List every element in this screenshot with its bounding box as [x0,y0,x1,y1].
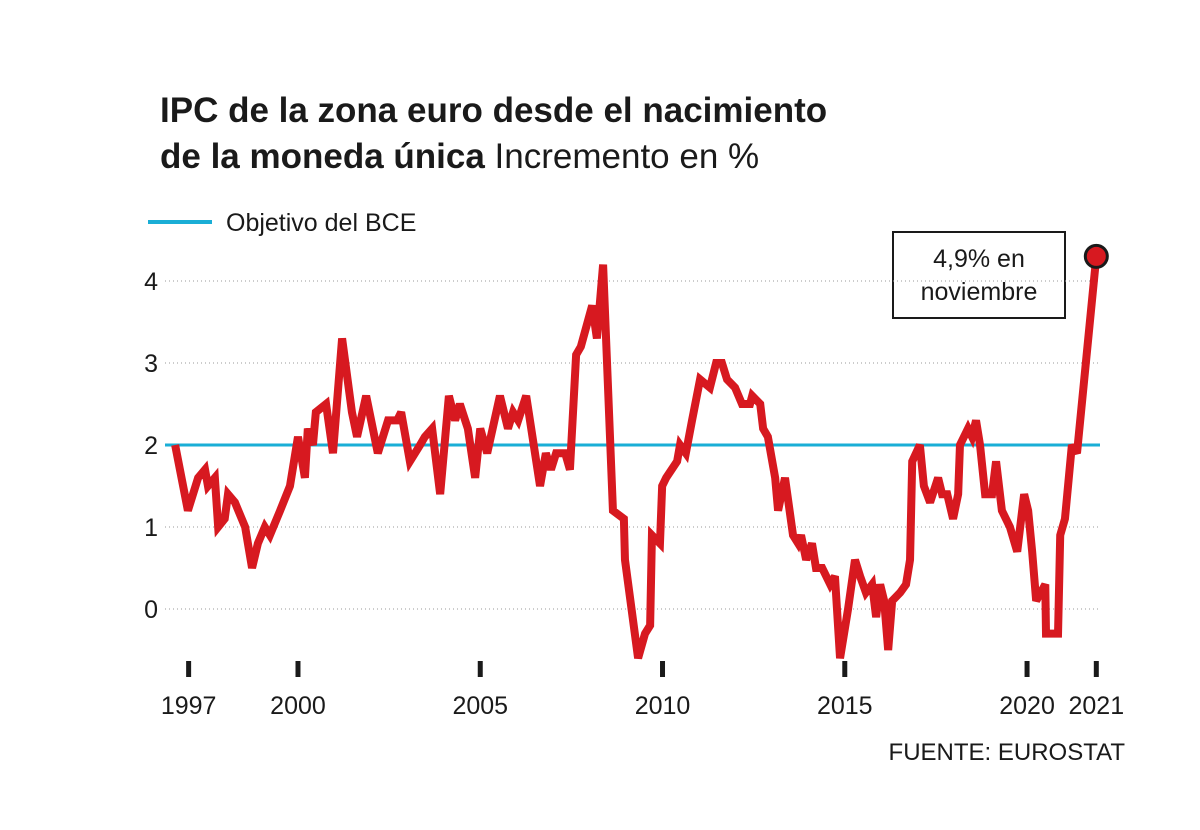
x-tick-label: 2020 [999,692,1055,720]
legend-label: Objetivo del BCE [226,209,416,237]
y-tick-label: 1 [144,514,158,542]
y-tick-label: 4 [144,268,158,296]
chart-title: IPC de la zona euro desde el nacimiento [160,91,827,130]
x-tick-label: 2010 [635,692,691,720]
y-tick-label: 2 [144,432,158,460]
annotation: 4,9% en [933,245,1025,273]
x-tick-label: 2005 [452,692,508,720]
y-tick-label: 0 [144,596,158,624]
y-tick-label: 3 [144,350,158,378]
chart-title: de la moneda única [160,137,485,176]
series-line [171,256,1101,660]
source: FUENTE: EUROSTAT [889,739,1126,766]
annotation: noviembre [921,278,1038,306]
x-tick-label: 2015 [817,692,873,720]
chart-title-line: de la moneda única Incremento en % [160,137,759,176]
annotation-box [892,231,1066,319]
x-tick-label: 2000 [270,692,326,720]
x-tick-label: 1997 [161,692,217,720]
end-point [1083,243,1109,269]
x-tick-label: 2021 [1068,692,1124,720]
chart-subtitle: Incremento en % [495,137,760,176]
